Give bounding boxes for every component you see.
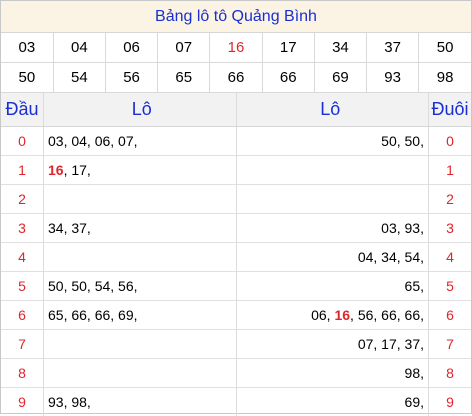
number-cell: 04 <box>53 33 105 63</box>
duoi-digit: 1 <box>429 156 472 185</box>
lo-left-cell <box>44 185 237 214</box>
lo-text: 93, 98, <box>48 394 91 410</box>
lo-right-cell <box>236 185 429 214</box>
lo-left-cell <box>44 330 237 359</box>
number-cell: 93 <box>367 63 419 93</box>
header-lo-right: Lô <box>236 93 429 127</box>
duoi-digit: 4 <box>429 243 472 272</box>
lo-text: 50, 50, 54, 56, <box>48 278 138 294</box>
grid-header-row: Đầu Lô Lô Đuôi <box>1 93 471 127</box>
number-cell: 37 <box>367 33 419 63</box>
lo-right-cell: 69, <box>236 388 429 416</box>
duoi-digit: 7 <box>429 330 472 359</box>
lo-text: , 17, <box>64 162 91 178</box>
header-lo-left: Lô <box>44 93 237 127</box>
lo-text: 65, 66, 66, 69, <box>48 307 138 323</box>
lo-left-cell <box>44 243 237 272</box>
duoi-digit: 3 <box>429 214 472 243</box>
lo-text: 69, <box>405 394 424 410</box>
number-cell: 56 <box>105 63 157 93</box>
dau-digit: 4 <box>1 243 44 272</box>
number-cell: 50 <box>419 33 471 63</box>
lo-text: 04, 34, 54, <box>358 249 424 265</box>
number-cell: 65 <box>158 63 210 93</box>
lo-right-cell: 04, 34, 54, <box>236 243 429 272</box>
board-title: Bảng lô tô Quảng Bình <box>1 1 471 33</box>
lo-left-cell: 03, 04, 06, 07, <box>44 127 237 156</box>
header-dau: Đầu <box>1 93 44 127</box>
dau-digit: 6 <box>1 301 44 330</box>
grid-row: 4 04, 34, 54, 4 <box>1 243 471 272</box>
lo-left-cell: 16, 17, <box>44 156 237 185</box>
header-duoi: Đuôi <box>429 93 472 127</box>
lo-text: 98, <box>405 365 424 381</box>
lo-right-cell: 06, 16, 56, 66, 66, <box>236 301 429 330</box>
highlighted-number: 16 <box>334 307 350 323</box>
lo-text: , 56, 66, 66, <box>350 307 424 323</box>
number-cell: 07 <box>158 33 210 63</box>
number-cell: 69 <box>314 63 366 93</box>
dau-digit: 1 <box>1 156 44 185</box>
duoi-digit: 0 <box>429 127 472 156</box>
lo-left-cell: 50, 50, 54, 56, <box>44 272 237 301</box>
number-cell: 03 <box>1 33 53 63</box>
lo-text: 34, 37, <box>48 220 91 236</box>
lo-left-cell: 93, 98, <box>44 388 237 416</box>
lo-right-cell <box>236 156 429 185</box>
duoi-digit: 9 <box>429 388 472 416</box>
number-cell: 34 <box>314 33 366 63</box>
dau-digit: 9 <box>1 388 44 416</box>
number-cell: 06 <box>105 33 157 63</box>
lo-text: 03, 04, 06, 07, <box>48 133 138 149</box>
dau-digit: 5 <box>1 272 44 301</box>
lo-left-cell: 65, 66, 66, 69, <box>44 301 237 330</box>
lo-text: 50, 50, <box>381 133 424 149</box>
lo-text: 65, <box>405 278 424 294</box>
duoi-digit: 6 <box>429 301 472 330</box>
number-cell: 66 <box>262 63 314 93</box>
lo-left-cell: 34, 37, <box>44 214 237 243</box>
number-cell: 17 <box>262 33 314 63</box>
number-cell: 54 <box>53 63 105 93</box>
number-cell: 50 <box>1 63 53 93</box>
lo-right-cell: 07, 17, 37, <box>236 330 429 359</box>
dau-digit: 8 <box>1 359 44 388</box>
lo-text: 06, <box>311 307 334 323</box>
lo-text: 07, 17, 37, <box>358 336 424 352</box>
lo-right-cell: 03, 93, <box>236 214 429 243</box>
duoi-digit: 5 <box>429 272 472 301</box>
highlighted-number: 16 <box>48 162 64 178</box>
lo-right-cell: 65, <box>236 272 429 301</box>
dau-digit: 2 <box>1 185 44 214</box>
number-cell: 98 <box>419 63 471 93</box>
duoi-digit: 2 <box>429 185 472 214</box>
lo-right-cell: 50, 50, <box>236 127 429 156</box>
dau-digit: 3 <box>1 214 44 243</box>
dau-digit: 7 <box>1 330 44 359</box>
number-cell: 66 <box>210 63 262 93</box>
dau-digit: 0 <box>1 127 44 156</box>
number-cell: 16 <box>210 33 262 63</box>
lo-text: 03, 93, <box>381 220 424 236</box>
lo-right-cell: 98, <box>236 359 429 388</box>
lo-left-cell <box>44 359 237 388</box>
duoi-digit: 8 <box>429 359 472 388</box>
grid-row: 7 07, 17, 37, 7 <box>1 330 471 359</box>
